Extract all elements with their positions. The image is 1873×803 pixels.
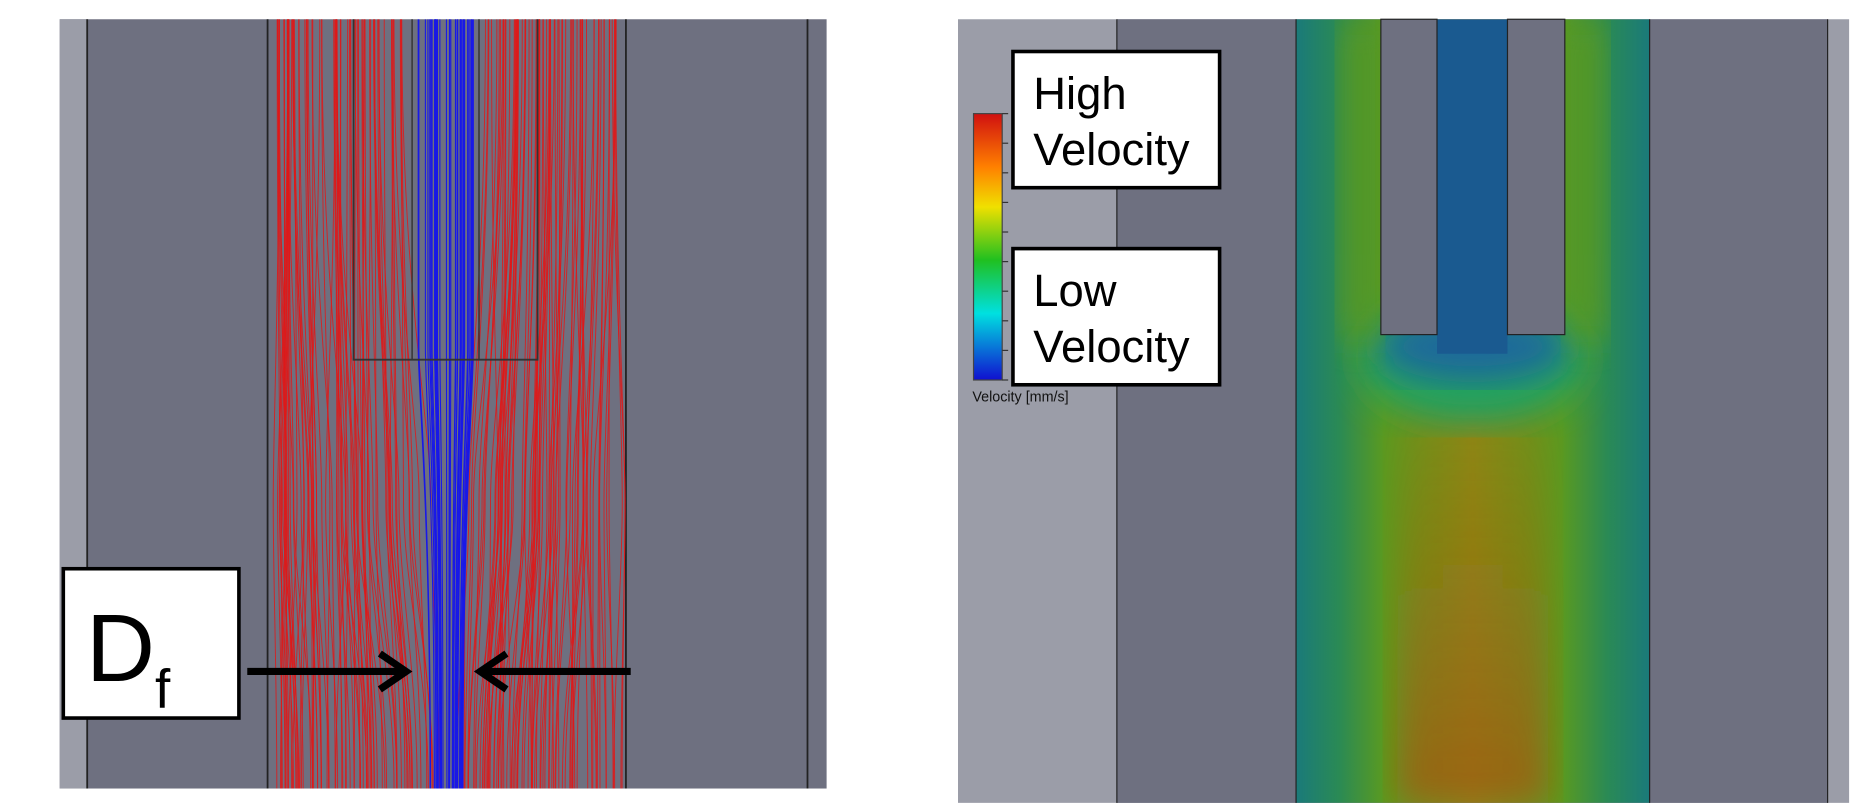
label-subscript: f: [155, 657, 171, 719]
figure: Df Velocity [mm/s] High Velocity Low Vel…: [0, 0, 1873, 803]
label-main: D: [86, 595, 155, 702]
velocity-panel: Velocity [mm/s] High Velocity Low Veloci…: [958, 19, 1849, 803]
page: Df Velocity [mm/s] High Velocity Low Vel…: [0, 0, 1873, 803]
low-label: Velocity: [1033, 321, 1190, 372]
high-label: Velocity: [1033, 124, 1190, 175]
colorbar: [974, 114, 1003, 380]
high-label: High: [1033, 68, 1126, 119]
velocity-field: [1296, 19, 1650, 803]
colorbar-title: Velocity [mm/s]: [972, 390, 1068, 406]
streamline-panel: Df: [60, 19, 827, 788]
inner-tube: [1381, 19, 1437, 334]
inner-tube: [1507, 19, 1564, 334]
low-label: Low: [1033, 265, 1116, 316]
